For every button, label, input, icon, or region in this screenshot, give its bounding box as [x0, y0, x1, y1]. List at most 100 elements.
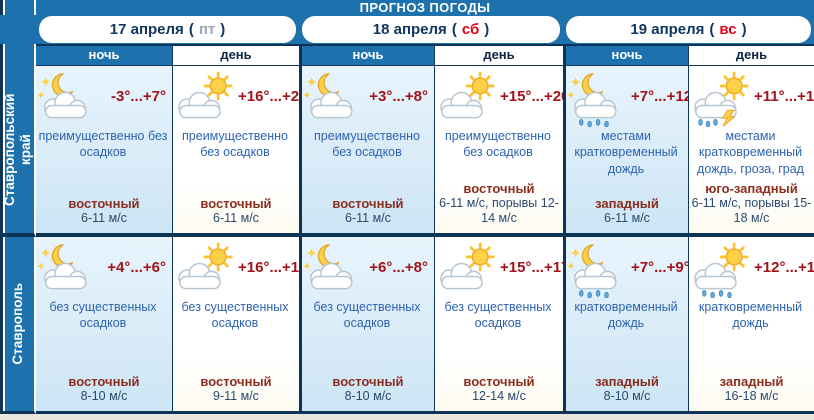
- wind-direction: западный: [719, 374, 784, 389]
- forecast-cell-18-night-krai: +3°...+8° преимущественно без осадков во…: [299, 66, 434, 237]
- region-label-cell: Ставропольский край: [0, 66, 36, 237]
- paren-close: ): [220, 21, 226, 38]
- moon-cloud-icon: [37, 71, 101, 127]
- bottom-margin: [0, 414, 814, 420]
- temperature-range: +7°...+9°: [631, 258, 690, 276]
- wind-speed: 8-10 м/с: [603, 389, 651, 403]
- forecast-cell-17-night-krai: -3°...+7° преимущественно без осадков во…: [36, 66, 172, 237]
- forecast-table: ночь день ночь день ночь день Ставрополь…: [0, 44, 814, 414]
- wind-block: восточный 6-11 м/с: [304, 196, 432, 226]
- city-label: Ставрополь: [10, 283, 26, 365]
- sun-cloud-icon: [436, 242, 500, 298]
- title-bar: ПРОГНОЗ ПОГОДЫ: [0, 0, 814, 15]
- sun-cloud-icon: [174, 242, 238, 298]
- corner-spacer: [0, 0, 36, 15]
- temperature-range: +7°...+12°: [631, 87, 699, 105]
- wind-speed: 6-11 м/с: [81, 211, 127, 225]
- wind-direction: восточный: [68, 374, 140, 389]
- sun-cloud-rain-icon: [690, 242, 754, 298]
- date-slot-18: 18 апреля ( сб ): [299, 16, 563, 43]
- temperature-range: +3°...+8°: [369, 87, 428, 105]
- city-label-cell: Ставрополь: [0, 237, 36, 414]
- forecast-cell-18-night-city: +6°...+8° без существенных осадков восто…: [299, 237, 434, 414]
- temperature-range: +15°...+17°: [500, 258, 576, 276]
- date-pill-18: 18 апреля ( сб ): [302, 16, 560, 43]
- wind-block: юго-западный 6-11 м/с, порывы 15-18 м/с: [691, 181, 812, 226]
- forecast-cell-19-night-krai: +7°...+12° местами кратковременный дождь…: [563, 66, 698, 237]
- temperature-range: +11°...+16°: [754, 87, 814, 105]
- temperature-range: +6°...+8°: [369, 258, 428, 276]
- temperature-range: +4°...+6°: [107, 258, 166, 276]
- wind-direction: юго-западный: [705, 181, 798, 196]
- precipitation-desc: преимущественно без осадков: [38, 129, 168, 160]
- precipitation-desc: без существенных осадков: [313, 300, 421, 331]
- paren-close: ): [741, 21, 747, 38]
- date-pill-17: 17 апреля ( пт ): [39, 16, 296, 43]
- sun-cloud-icon: [436, 71, 500, 127]
- temperature-range: +15°...+20°: [500, 87, 576, 105]
- forecast-cell-19-night-city: +7°...+9° кратковременный дождь западный…: [563, 237, 690, 414]
- wind-block: восточный 8-10 м/с: [38, 374, 170, 404]
- moon-cloud-icon: [303, 71, 367, 127]
- sun-cloud-icon: [174, 71, 238, 127]
- weekday-label: сб: [461, 21, 480, 38]
- wind-block: восточный 8-10 м/с: [304, 374, 432, 404]
- paren-open: (: [451, 21, 457, 38]
- wind-direction: западный: [595, 196, 659, 211]
- paren-open: (: [188, 21, 194, 38]
- moon-cloud-rain-icon: [567, 71, 631, 127]
- night-header: ночь: [36, 44, 172, 66]
- precipitation-desc: местами кратковременный дождь, гроза, гр…: [697, 129, 804, 176]
- night-header: ночь: [563, 44, 688, 66]
- moon-cloud-rain-icon: [567, 242, 631, 298]
- forecast-cell-19-day-krai: +11°...+16° местами кратковременный дожд…: [688, 66, 814, 237]
- forecast-cell-19-day-city: +12°...+14° кратковременный дождь западн…: [688, 237, 814, 414]
- page-title: ПРОГНОЗ ПОГОДЫ: [359, 0, 491, 15]
- wind-block: восточный 12-14 м/с: [437, 374, 561, 404]
- date-label: 18 апреля: [372, 21, 447, 38]
- temperature-range: +12°...+14°: [754, 258, 814, 276]
- wind-direction: восточный: [332, 374, 404, 389]
- moon-cloud-icon: [37, 242, 101, 298]
- region-label: Ставропольский край: [2, 93, 34, 206]
- wind-speed: 6-11 м/с, порывы 12-14 м/с: [439, 196, 559, 225]
- wind-speed: 8-10 м/с: [80, 389, 128, 403]
- corner-cell: [0, 44, 36, 66]
- wind-block: западный 16-18 м/с: [691, 374, 812, 404]
- forecast-cell-17-day-krai: +16°...+21° преимущественно без осадков …: [172, 66, 313, 237]
- precipitation-desc: без существенных осадков: [444, 300, 552, 331]
- date-slot-17: 17 апреля ( пт ): [36, 16, 299, 43]
- sun-cloud-storm-icon: [690, 71, 754, 127]
- date-label: 17 апреля: [109, 21, 184, 38]
- wind-block: восточный 6-11 м/с: [175, 196, 297, 226]
- precipitation-desc: без существенных осадков: [49, 300, 157, 331]
- wind-block: восточный 6-11 м/с, порывы 12-14 м/с: [437, 181, 561, 226]
- forecast-cell-17-day-city: +16°...+18° без существенных осадков вос…: [172, 237, 313, 414]
- precipitation-desc: преимущественно без осадков: [182, 129, 288, 160]
- wind-direction: восточный: [332, 196, 404, 211]
- wind-speed: 6-11 м/с: [213, 211, 259, 225]
- wind-block: западный 8-10 м/с: [568, 374, 686, 404]
- date-label: 19 апреля: [630, 21, 705, 38]
- date-header-row: 17 апреля ( пт ) 18 апреля ( сб ) 19 апр…: [0, 15, 814, 44]
- temperature-range: +16°...+21°: [238, 87, 314, 105]
- day-header: день: [172, 44, 299, 66]
- wind-speed: 6-11 м/с: [345, 211, 391, 225]
- weekday-label: пт: [198, 21, 216, 38]
- wind-direction: западный: [595, 374, 659, 389]
- day-header: день: [434, 44, 563, 66]
- wind-direction: восточный: [200, 374, 272, 389]
- date-pill-19: 19 апреля ( вс ): [566, 16, 811, 43]
- precipitation-desc: местами кратковременный дождь: [574, 129, 678, 176]
- forecast-cell-17-night-city: +4°...+6° без существенных осадков восто…: [36, 237, 172, 414]
- forecast-cell-18-day-city: +15°...+17° без существенных осадков вос…: [434, 237, 575, 414]
- temperature-range: -3°...+7°: [111, 87, 166, 105]
- wind-direction: восточный: [200, 196, 272, 211]
- forecast-cell-18-day-krai: +15°...+20° преимущественно без осадков …: [434, 66, 575, 237]
- wind-speed: 8-10 м/с: [344, 389, 392, 403]
- date-slot-19: 19 апреля ( вс ): [563, 16, 814, 43]
- wind-speed: 12-14 м/с: [472, 389, 526, 403]
- wind-speed: 6-11 м/с, порывы 15-18 м/с: [691, 196, 812, 225]
- weekday-label: вс: [719, 21, 737, 38]
